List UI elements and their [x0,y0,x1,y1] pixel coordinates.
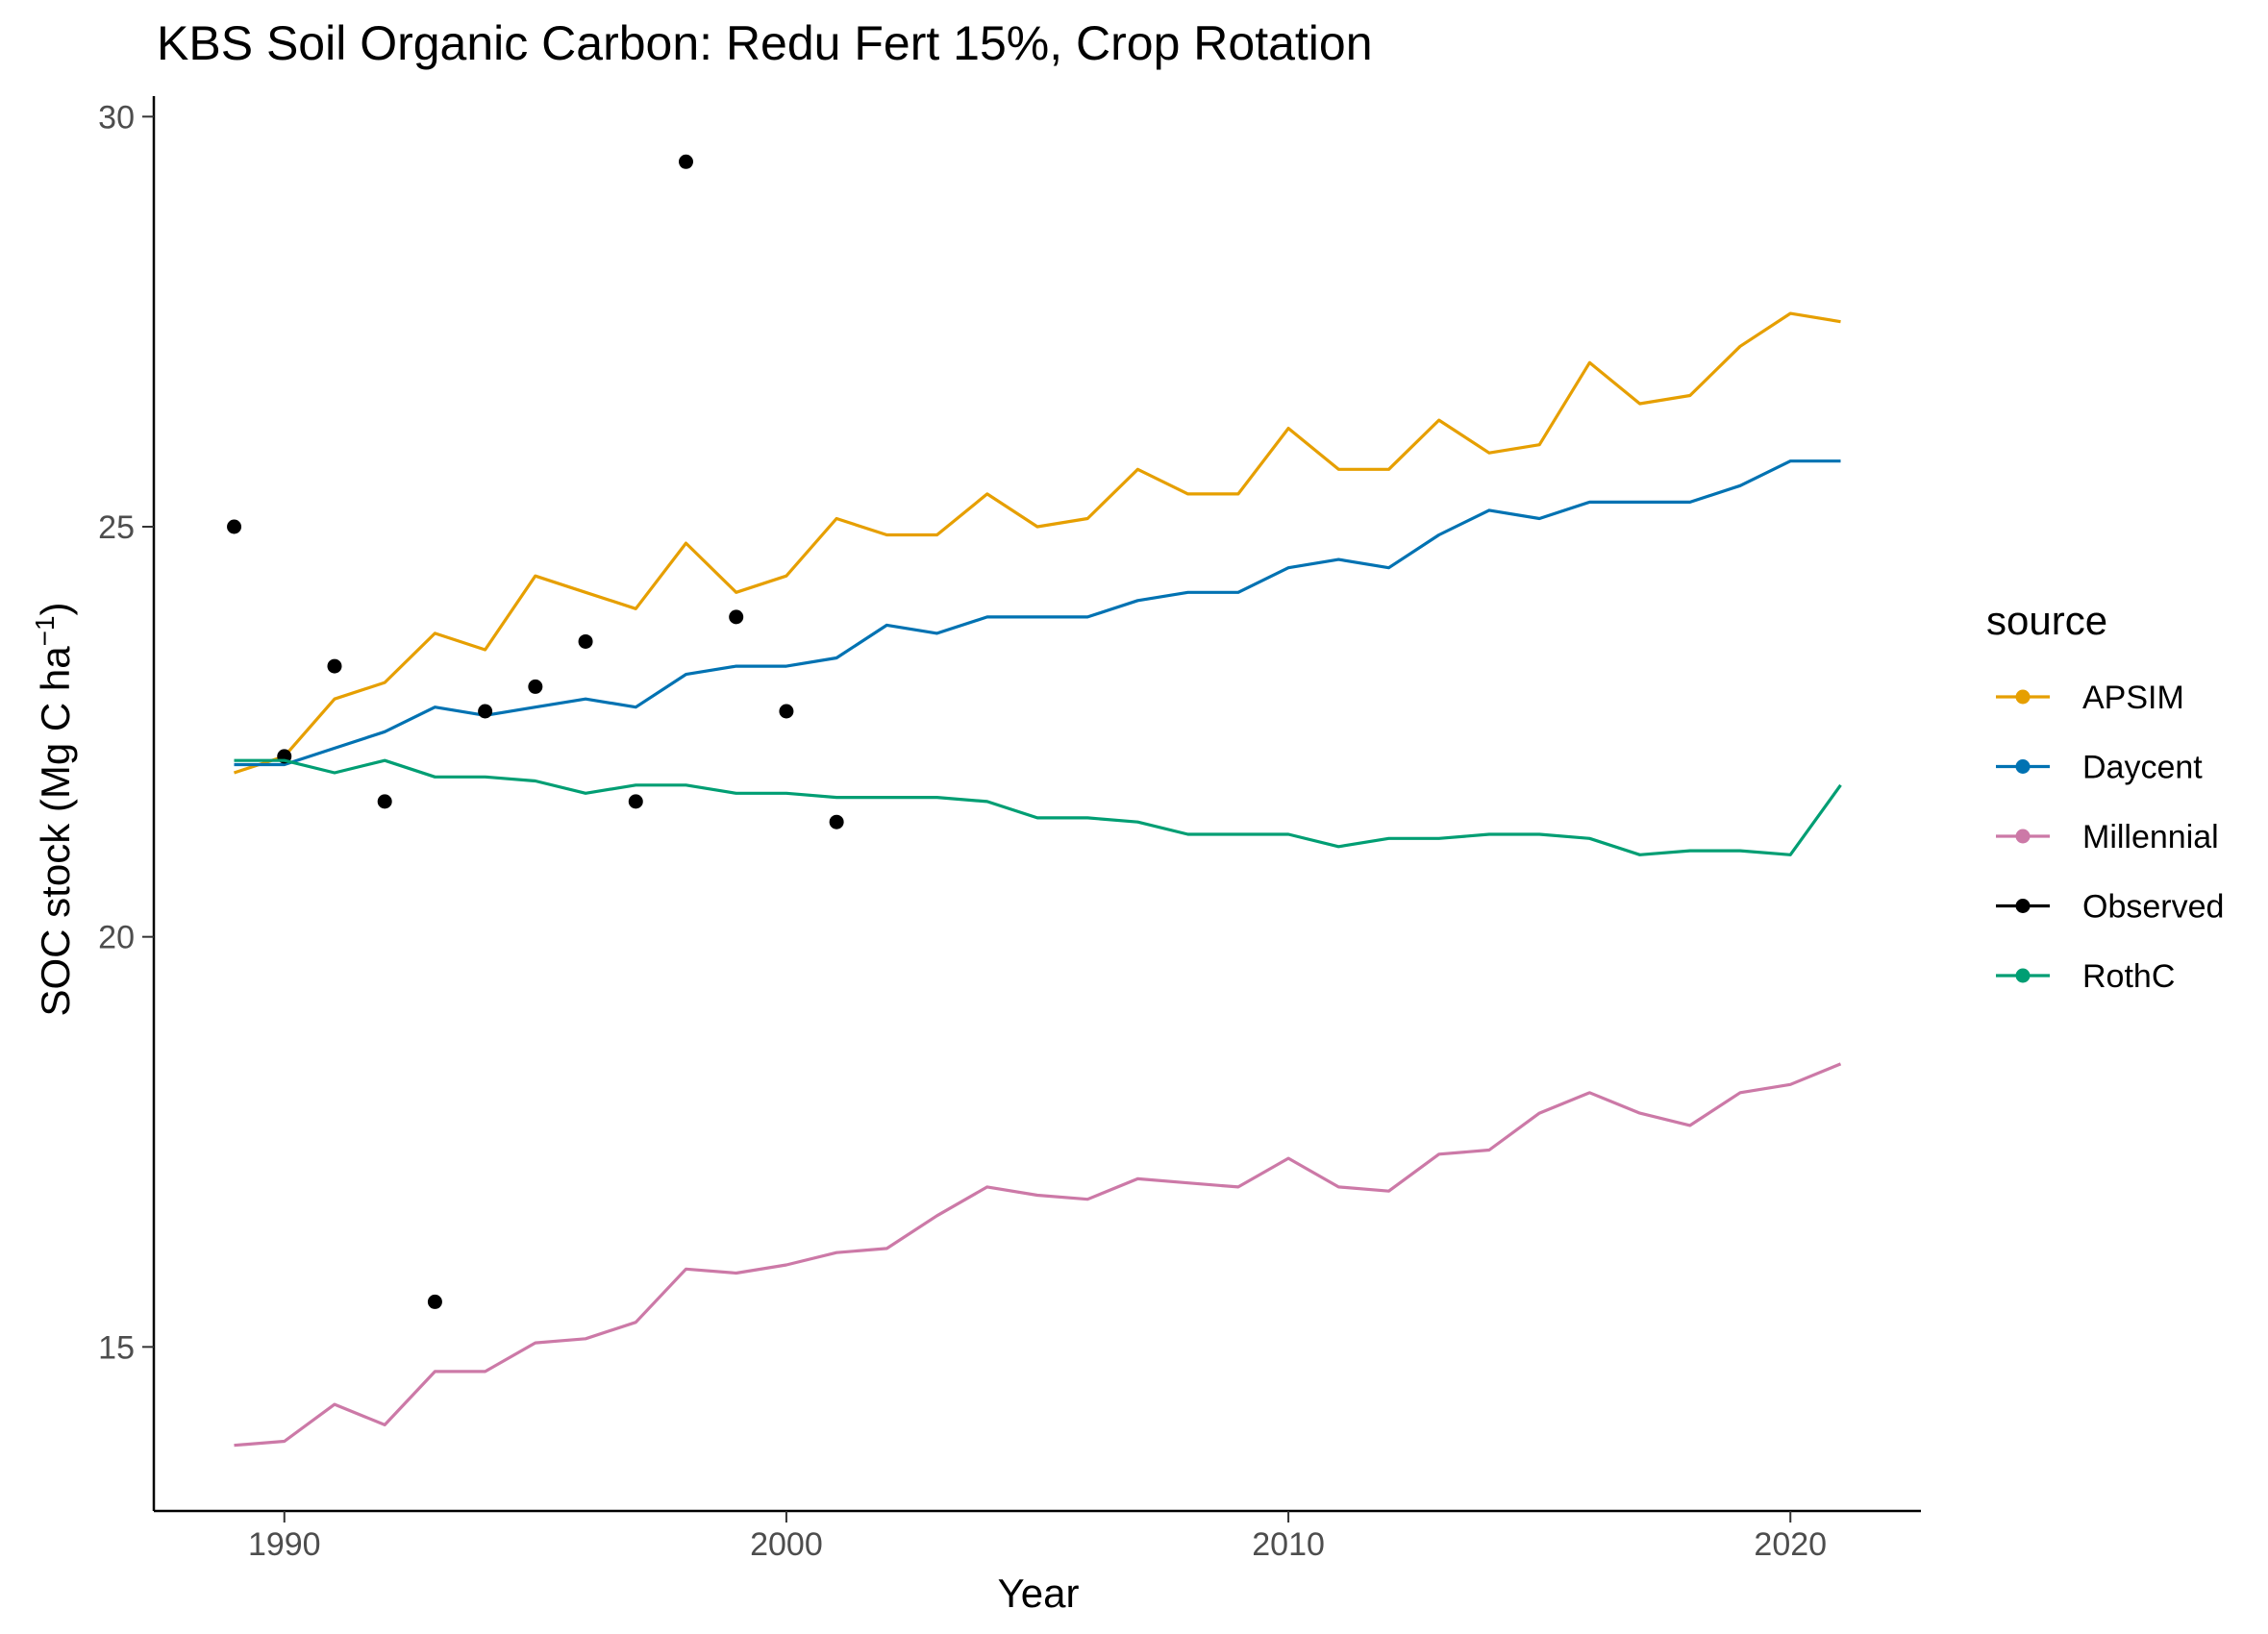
data-point-observed-1993 [427,1294,442,1309]
x-tick-label-1990: 1990 [248,1526,321,1563]
series-millennial [234,1062,1842,1448]
data-point-observed-2001 [829,814,844,829]
x-tick-label-2010: 2010 [1252,1526,1325,1563]
series-rothc [234,758,1842,856]
legend-item-apsim: APSIM [1996,680,2184,716]
legend-item-daycent: Daycent [1996,750,2203,786]
legend-label-rothc: RothC [2082,958,2175,995]
y-tick-label-30: 30 [98,99,135,136]
y-tick-label-20: 20 [98,920,135,956]
legend-key-point-apsim [2015,689,2031,705]
legend-key-point-millennial [2015,829,2031,844]
chart-title: KBS Soil Organic Carbon: Redu Fert 15%, … [157,16,1373,70]
series-line-millennial [234,1062,1842,1448]
legend-key-point-daycent [2015,759,2031,774]
data-point-observed-1992 [377,794,392,809]
data-point-observed-1989 [227,519,242,534]
data-point-observed-1994 [478,704,493,719]
legend-item-millennial: Millennial [1996,819,2219,855]
data-point-observed-1996 [578,633,593,649]
series-line-rothc [234,758,1842,856]
legend-title: source [1986,598,2107,643]
series-line-apsim [234,311,1841,775]
y-axis-title-close: ) [33,602,78,615]
data-point-observed-2000 [779,704,794,719]
legend-label-daycent: Daycent [2082,750,2203,786]
legend-item-observed: Observed [1996,889,2224,926]
y-axis-title-main: SOC stock (Mg C ha [33,646,78,1017]
series-line-daycent [234,459,1841,767]
series-daycent [234,459,1841,767]
legend-label-observed: Observed [2082,889,2224,926]
y-tick-label-15: 15 [98,1329,135,1366]
y-axis-title: SOC stock (Mg C ha−1) [30,602,78,1016]
legend-key-point-observed [2015,899,2031,913]
x-tick-label-2000: 2000 [750,1526,823,1563]
series-observed [227,154,844,1309]
data-point-observed-1998 [678,154,693,169]
legend-label-apsim: APSIM [2082,680,2184,716]
legend: source APSIM Daycent Millennial Observed Rot… [1986,598,2224,995]
data-point-observed-1997 [628,794,643,809]
data-point-observed-1995 [528,679,543,694]
x-tick-label-2020: 2020 [1754,1526,1827,1563]
legend-item-rothc: RothC [1996,958,2175,995]
data-point-observed-1999 [729,609,744,625]
legend-key-point-rothc [2015,968,2031,983]
data-point-observed-1991 [327,658,342,674]
legend-entries: APSIM Daycent Millennial Observed RothC [1996,680,2224,995]
y-axis-title-superscript: −1 [30,615,60,646]
legend-label-millennial: Millennial [2082,819,2219,855]
x-axis-title: Year [998,1571,1080,1616]
x-axis-ticks: 1990 2000 2010 2020 [248,1511,1827,1563]
y-tick-label-25: 25 [98,509,135,546]
y-axis-ticks: 15 20 25 30 [98,99,154,1366]
plot-area [227,154,1842,1448]
series-apsim [234,311,1841,775]
